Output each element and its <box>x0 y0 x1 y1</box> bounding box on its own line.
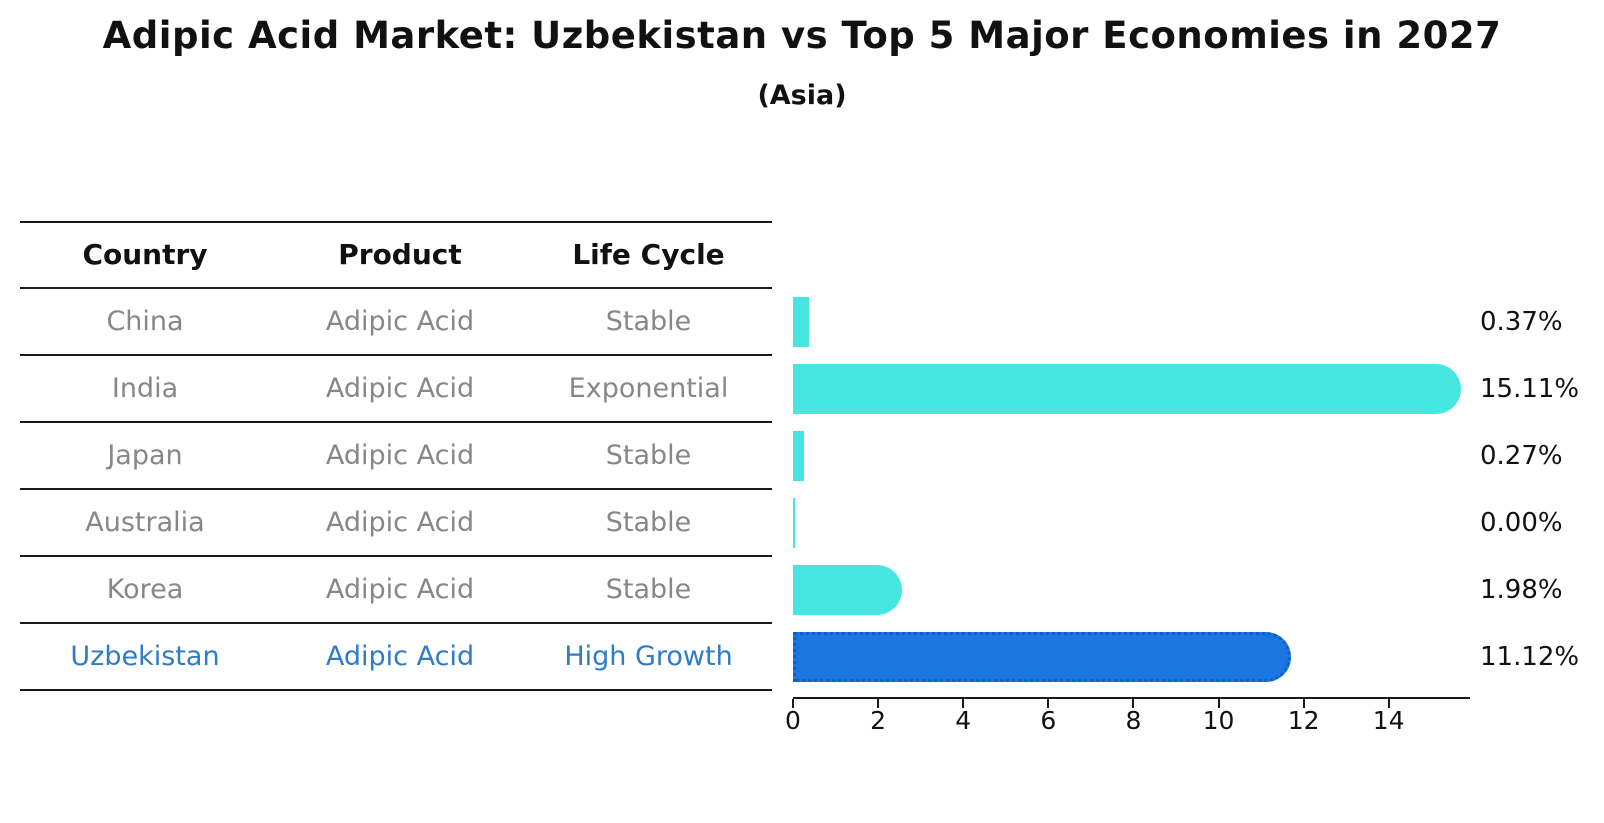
x-axis-tick <box>1217 699 1220 708</box>
table-cell-product: Adipic Acid <box>325 440 475 471</box>
table-cell-life-cycle: Stable <box>605 507 692 538</box>
table-divider-line <box>20 421 772 423</box>
table-divider-line <box>20 287 772 289</box>
x-axis-tick-label: 2 <box>870 706 887 735</box>
table-cell-product: Adipic Acid <box>325 306 475 337</box>
x-axis-tick-label: 0 <box>785 706 801 735</box>
x-axis-tick <box>1047 699 1050 708</box>
table-row: Australia Adipic Acid Stable <box>20 489 772 556</box>
table-header-product: Product <box>338 238 462 271</box>
x-axis-tick-label: 6 <box>1040 706 1057 735</box>
table-row: Korea Adipic Acid Stable <box>20 556 772 623</box>
bar-value-label: 0.37% <box>1480 306 1563 337</box>
chart-title: Adipic Acid Market: Uzbekistan vs Top 5 … <box>102 14 1502 57</box>
bar-value-label: 11.12% <box>1480 641 1580 672</box>
table-divider-line <box>20 354 772 356</box>
table-row: Japan Adipic Acid Stable <box>20 422 772 489</box>
table-divider-line <box>20 221 772 223</box>
summary-table: Country Product Life Cycle China Adipic A… <box>20 221 772 691</box>
table-divider-line <box>20 622 772 624</box>
table-cell-product: Adipic Acid <box>325 641 475 672</box>
x-axis-tick <box>962 699 965 708</box>
table-cell-product: Adipic Acid <box>325 507 475 538</box>
table-cell-life-cycle: Stable <box>605 574 692 605</box>
bar-value-label: 0.27% <box>1480 440 1563 471</box>
chart-subtitle: (Asia) <box>757 80 847 111</box>
bar-value-label: 1.98% <box>1480 574 1563 605</box>
bar-australia <box>793 497 795 548</box>
bar-value-label: 0.00% <box>1480 507 1563 538</box>
x-axis-tick-label: 4 <box>955 706 972 735</box>
table-cell-country: Australia <box>85 507 205 538</box>
x-axis-tick <box>1132 699 1135 708</box>
bar-korea <box>793 564 903 615</box>
table-cell-country: Japan <box>107 440 183 471</box>
bar-value-label: 15.11% <box>1480 373 1580 404</box>
table-cell-country: Korea <box>106 574 184 605</box>
table-cell-product: Adipic Acid <box>325 574 475 605</box>
bar-uzbekistan-highlight <box>793 631 1292 682</box>
x-axis-tick <box>1387 699 1390 708</box>
x-axis-tick-label: 12 <box>1287 706 1320 735</box>
table-divider-line <box>20 555 772 557</box>
x-axis-tick-label: 8 <box>1125 706 1142 735</box>
table-divider-line <box>20 488 772 490</box>
table-divider-line <box>20 689 772 691</box>
table-cell-life-cycle: Stable <box>605 440 692 471</box>
bar-japan <box>793 430 805 481</box>
x-axis-tick <box>1302 699 1305 708</box>
table-row: Uzbekistan Adipic Acid High Growth <box>20 623 772 690</box>
table-cell-life-cycle: High Growth <box>564 641 733 672</box>
x-axis-tick <box>877 699 880 708</box>
table-cell-product: Adipic Acid <box>325 373 475 404</box>
table-row: India Adipic Acid Exponential <box>20 355 772 422</box>
bar-india <box>793 363 1461 414</box>
table-header-row: Country Product Life Cycle <box>20 221 772 288</box>
table-cell-country: China <box>106 306 184 337</box>
table-cell-life-cycle: Stable <box>605 306 692 337</box>
table-row: China Adipic Acid Stable <box>20 288 772 355</box>
table-cell-country: India <box>111 373 179 404</box>
bar-china <box>793 296 809 347</box>
table-header-life-cycle: Life Cycle <box>572 238 725 271</box>
x-axis-tick-label: 10 <box>1202 706 1235 735</box>
table-cell-life-cycle: Exponential <box>568 373 729 404</box>
table-header-country: Country <box>82 238 208 271</box>
x-axis-tick <box>792 699 794 708</box>
table-cell-country: Uzbekistan <box>70 641 220 672</box>
x-axis <box>793 697 1470 699</box>
x-axis-tick-label: 14 <box>1372 706 1405 735</box>
